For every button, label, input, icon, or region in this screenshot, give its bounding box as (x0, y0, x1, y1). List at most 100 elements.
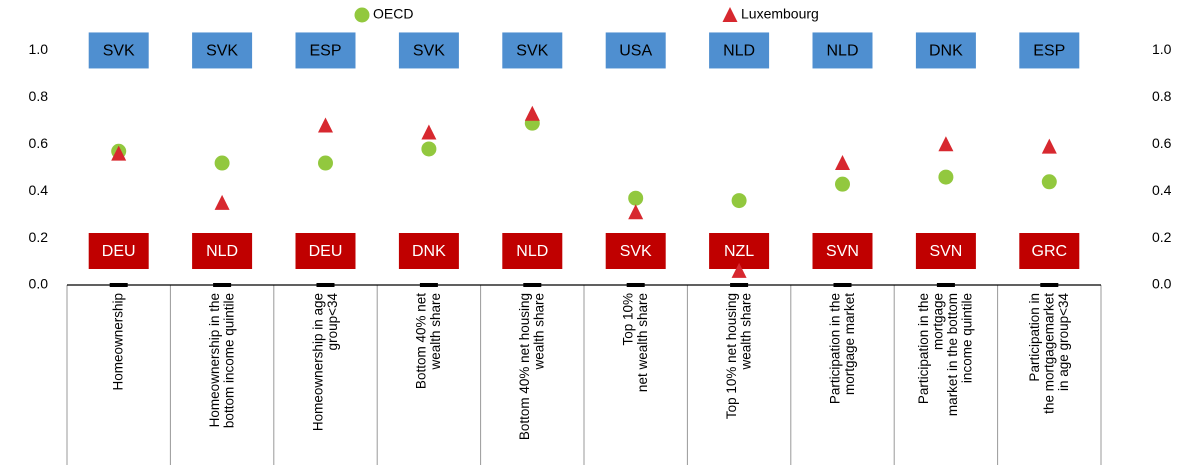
max-box (295, 32, 356, 69)
y-tick-label: 0.8 (29, 88, 49, 104)
y2-tick-label: 0.4 (1152, 182, 1172, 198)
max-label: SVK (103, 43, 135, 60)
x-tick-label: Top 10% net housingwealth share (723, 293, 753, 419)
max-label: ESP (1033, 43, 1065, 60)
x-tick-label-line: mortgage (930, 293, 945, 350)
x-tick-label: Bottom 40% netwealth share (413, 293, 443, 389)
oecd-dot (938, 169, 954, 185)
x-tick-label-line: market in the bottom (945, 293, 960, 416)
min-label: SVK (620, 243, 652, 260)
x-tick-label: Participation in themortgagemarket in th… (916, 293, 975, 416)
x-tick-label-line: Homeownership in the (206, 293, 221, 427)
max-label: SVK (413, 43, 445, 60)
max-label: SVK (516, 43, 548, 60)
oecd-dot (214, 155, 230, 171)
x-tick-label-line: wealth share (738, 293, 753, 371)
max-label: NLD (826, 43, 858, 60)
min-label: DEU (309, 243, 343, 260)
min-box (192, 233, 253, 269)
min-box (812, 233, 873, 269)
min-box (88, 233, 149, 269)
min-box (1019, 233, 1080, 269)
category-tick (936, 283, 955, 287)
legend-label: Luxembourg (741, 6, 819, 22)
lux-triangle (524, 105, 540, 121)
legend-label: OECD (373, 6, 413, 22)
category-tick (523, 283, 542, 287)
lux-triangle (731, 262, 747, 278)
y2-tick-label: 0.6 (1152, 135, 1172, 151)
x-tick-label-line: Top 10% net housing (723, 293, 738, 419)
lux-triangle (111, 145, 127, 161)
y2-tick-label: 1.0 (1152, 41, 1172, 57)
x-tick-label-line: Participation in (1026, 293, 1041, 382)
x-tick-label-line: group<34 (324, 293, 339, 351)
y2-tick-label: 0.8 (1152, 88, 1172, 104)
y2-tick-label: 0.2 (1152, 229, 1172, 245)
lux-triangle (628, 204, 644, 220)
max-label: SVK (206, 43, 238, 60)
category-tick (833, 283, 852, 287)
oecd-dot (318, 155, 333, 171)
oecd-dot (354, 7, 370, 23)
min-label: DNK (412, 243, 446, 260)
x-tick-label: Homeownership (110, 293, 125, 391)
min-label: NLD (516, 243, 548, 260)
max-box (915, 32, 976, 69)
y-tick-label: 0.6 (29, 135, 49, 151)
x-tick-label-line: wealth share (531, 293, 546, 371)
category-tick (626, 283, 645, 287)
max-label: USA (619, 43, 652, 60)
min-box (398, 233, 459, 269)
min-box (605, 233, 666, 269)
max-label: NLD (723, 43, 755, 60)
max-label: DNK (929, 43, 963, 60)
x-tick-label-line: Bottom 40% net housing (517, 293, 532, 440)
category-tick (419, 283, 438, 287)
max-box (709, 32, 770, 69)
x-tick-label: Participation in themortgage market (827, 293, 857, 404)
min-box (502, 233, 563, 269)
x-tick-label-line: in age group<34 (1055, 293, 1070, 391)
x-tick-label-line: wealth share (428, 293, 443, 371)
lux-triangle (835, 155, 850, 171)
x-tick-label-line: income quintile (959, 293, 974, 383)
x-tick-label-line: the mortgagemarket (1041, 293, 1056, 414)
lux-triangle (318, 117, 333, 133)
max-box (812, 32, 873, 69)
x-tick-label: Bottom 40% net housingwealth share (517, 293, 547, 440)
oecd-dot (628, 190, 644, 206)
max-box (88, 32, 149, 69)
lux-triangle (1041, 138, 1057, 154)
y-tick-label: 1.0 (29, 41, 49, 57)
category-tick (109, 283, 128, 287)
min-label: SVN (929, 243, 962, 260)
max-box (605, 32, 666, 69)
oecd-dot (731, 193, 747, 209)
x-tick-label-line: Participation in the (827, 293, 842, 404)
lux-triangle (938, 136, 954, 152)
y-tick-label: 0.2 (29, 229, 49, 245)
x-tick-label-line: Participation in the (916, 293, 931, 404)
min-label: DEU (102, 243, 136, 260)
min-box (295, 233, 356, 269)
max-label: ESP (309, 43, 341, 60)
x-tick-label: Top 10%net wealth share (620, 293, 650, 392)
category-tick (730, 283, 749, 287)
x-tick-label: Homeownership in thebottom income quinti… (206, 293, 236, 428)
x-tick-label: Homeownership in agegroup<34 (310, 293, 340, 432)
lux-triangle (214, 194, 230, 210)
min-label: GRC (1032, 243, 1068, 260)
x-tick-label-line: Homeownership in age (310, 293, 325, 431)
y-tick-label: 0.4 (29, 182, 49, 198)
x-tick-label-line: Bottom 40% net (413, 293, 428, 389)
oecd-dot (1041, 174, 1057, 190)
min-label: SVN (826, 243, 859, 260)
x-tick-label-line: bottom income quintile (221, 293, 236, 428)
x-tick-label-line: mortgage market (841, 293, 856, 395)
min-label: NLD (206, 243, 238, 260)
x-tick-label-line: Top 10% (620, 293, 635, 346)
y-tick-label: 0.0 (29, 276, 49, 292)
min-box (915, 233, 976, 269)
